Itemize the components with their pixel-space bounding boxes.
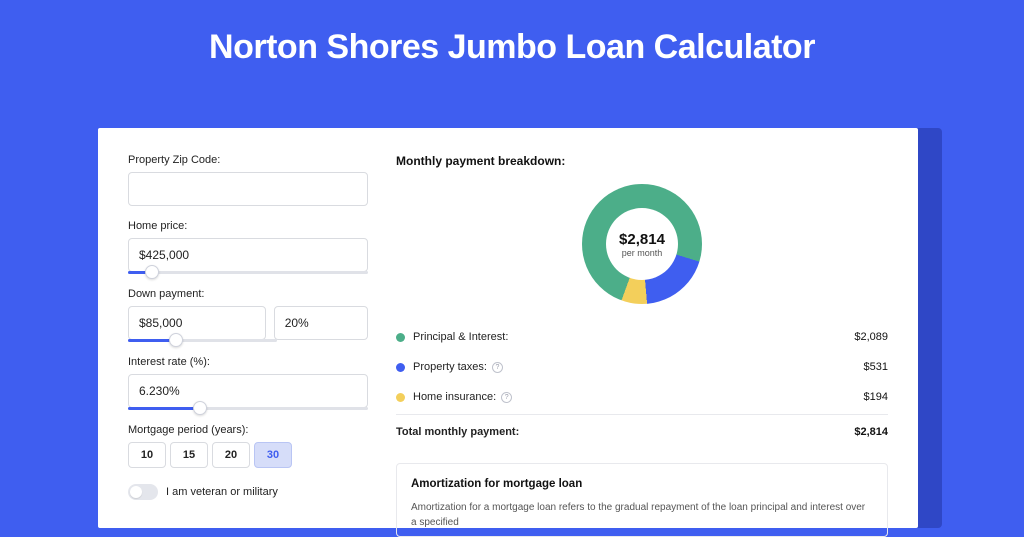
period-button-30[interactable]: 30 [254,442,292,468]
interest-rate-field-group: Interest rate (%): [128,356,368,410]
veteran-toggle-knob [130,486,142,498]
down-payment-slider-thumb[interactable] [169,333,183,347]
mortgage-period-label: Mortgage period (years): [128,424,368,436]
legend-label: Home insurance:? [413,391,864,403]
interest-rate-slider-thumb[interactable] [193,401,207,415]
legend-label: Principal & Interest: [413,331,854,343]
home-price-input[interactable] [128,238,368,272]
zip-label: Property Zip Code: [128,154,368,166]
legend-label: Property taxes:? [413,361,864,373]
legend-value: $194 [864,391,888,403]
legend-total-row: Total monthly payment: $2,814 [396,414,888,447]
home-price-slider-thumb[interactable] [145,265,159,279]
down-payment-amount-input[interactable] [128,306,266,340]
legend-row: Principal & Interest:$2,089 [396,322,888,352]
donut-center: $2,814 per month [606,208,678,280]
period-button-20[interactable]: 20 [212,442,250,468]
legend-total-label: Total monthly payment: [396,426,854,438]
down-payment-percent-input[interactable] [274,306,368,340]
legend-row: Home insurance:?$194 [396,382,888,412]
down-payment-label: Down payment: [128,288,368,300]
calculator-card: Property Zip Code: Home price: Down paym… [98,128,918,528]
breakdown-column: Monthly payment breakdown: $2,814 per mo… [396,154,888,502]
home-price-slider[interactable] [128,271,368,274]
page-title: Norton Shores Jumbo Loan Calculator [0,0,1024,89]
legend-value: $531 [864,361,888,373]
donut-chart: $2,814 per month [582,184,702,304]
amortization-box: Amortization for mortgage loan Amortizat… [396,463,888,537]
veteran-label: I am veteran or military [166,486,278,498]
interest-rate-slider[interactable] [128,407,368,410]
home-price-label: Home price: [128,220,368,232]
period-button-10[interactable]: 10 [128,442,166,468]
donut-chart-wrap: $2,814 per month [396,184,888,304]
legend-dot [396,393,405,402]
zip-input[interactable] [128,172,368,206]
zip-field-group: Property Zip Code: [128,154,368,206]
donut-center-sub: per month [622,248,663,258]
info-icon[interactable]: ? [492,362,503,373]
home-price-field-group: Home price: [128,220,368,274]
info-icon[interactable]: ? [501,392,512,403]
interest-rate-label: Interest rate (%): [128,356,368,368]
amortization-text: Amortization for a mortgage loan refers … [411,500,873,530]
legend-total-value: $2,814 [854,426,888,438]
legend-value: $2,089 [854,331,888,343]
breakdown-title: Monthly payment breakdown: [396,154,888,168]
legend: Principal & Interest:$2,089Property taxe… [396,322,888,412]
legend-row: Property taxes:?$531 [396,352,888,382]
interest-rate-input[interactable] [128,374,368,408]
mortgage-period-field-group: Mortgage period (years): 10152030 [128,424,368,468]
veteran-toggle-row: I am veteran or military [128,484,368,500]
legend-dot [396,363,405,372]
amortization-title: Amortization for mortgage loan [411,478,873,490]
form-column: Property Zip Code: Home price: Down paym… [128,154,368,502]
down-payment-slider[interactable] [128,339,277,342]
donut-center-value: $2,814 [619,231,665,248]
period-button-15[interactable]: 15 [170,442,208,468]
veteran-toggle[interactable] [128,484,158,500]
legend-dot [396,333,405,342]
down-payment-field-group: Down payment: [128,288,368,342]
